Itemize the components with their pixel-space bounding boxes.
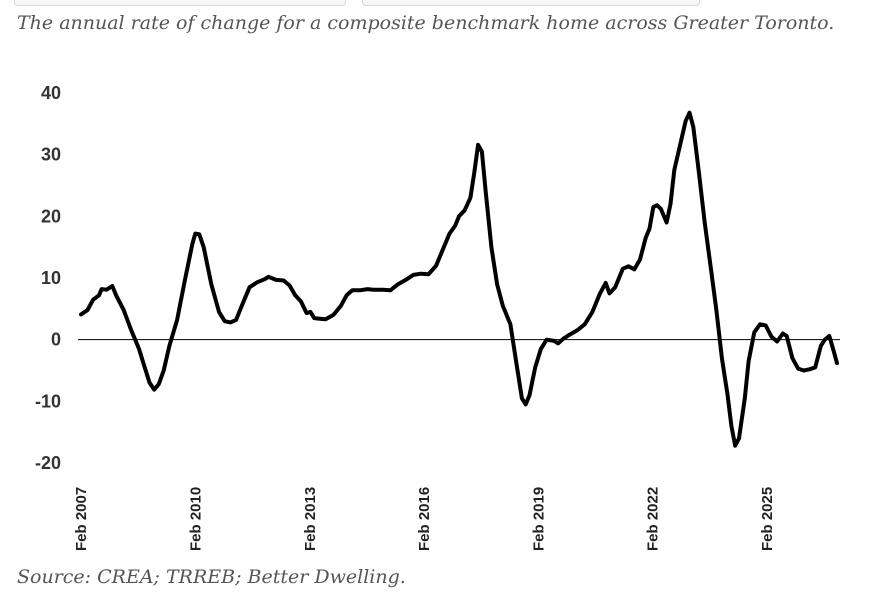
chart-title: The annual rate of change for a composit… [17,12,835,34]
x-tick-label: Feb 2025 [759,487,776,551]
y-tick-label: 10 [41,268,61,288]
x-tick-label: Feb 2022 [645,487,662,551]
y-tick-label: 40 [41,83,61,103]
y-tick-label: -10 [35,391,61,411]
chart-source: Source: CREA; TRREB; Better Dwelling. [17,566,406,588]
y-axis: 40 30 20 10 0 -10 -20 [35,83,61,473]
plot-area [78,110,840,448]
y-tick-label: 20 [41,206,61,226]
line-chart: 40 30 20 10 0 -10 -20 Feb 2007 Feb 2010 Feb 2013… [35,83,840,551]
x-tick-label: Feb 2019 [530,487,547,551]
x-tick-label: Feb 2016 [416,487,433,551]
x-axis: Feb 2007 Feb 2010 Feb 2013 Feb 2016 Feb 2019… [73,487,776,551]
y-tick-label: 30 [41,145,61,165]
y-tick-label: -20 [35,453,61,473]
series-line [79,110,839,448]
x-tick-label: Feb 2007 [73,487,90,551]
top-tab-left[interactable] [14,0,346,6]
y-tick-label: 0 [51,330,61,350]
top-tab-right[interactable] [362,0,700,6]
x-tick-label: Feb 2013 [302,487,319,551]
x-tick-label: Feb 2010 [187,487,204,551]
